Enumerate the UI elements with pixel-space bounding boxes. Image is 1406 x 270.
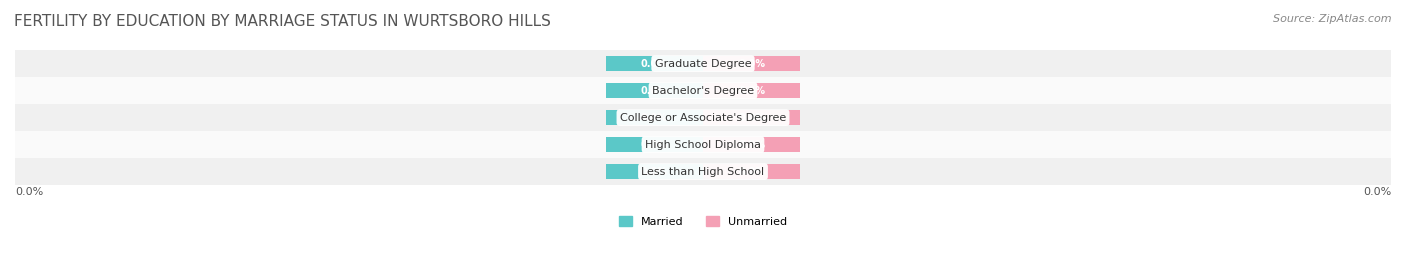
Bar	[703, 137, 800, 152]
Bar	[606, 56, 703, 71]
Text: 0.0%: 0.0%	[1362, 187, 1391, 197]
Bar	[606, 83, 703, 98]
Text: 0.0%: 0.0%	[738, 86, 765, 96]
Text: Source: ZipAtlas.com: Source: ZipAtlas.com	[1274, 14, 1392, 23]
Text: Less than High School: Less than High School	[641, 167, 765, 177]
Text: Graduate Degree: Graduate Degree	[655, 59, 751, 69]
Bar	[15, 104, 1391, 131]
Text: 0.0%: 0.0%	[15, 187, 44, 197]
Bar	[15, 131, 1391, 158]
Bar	[15, 50, 1391, 77]
Bar	[703, 110, 800, 125]
Text: 0.0%: 0.0%	[738, 59, 765, 69]
Text: 0.0%: 0.0%	[738, 140, 765, 150]
Text: Bachelor's Degree: Bachelor's Degree	[652, 86, 754, 96]
Text: 0.0%: 0.0%	[641, 140, 668, 150]
Bar	[606, 164, 703, 179]
Bar	[703, 164, 800, 179]
Bar	[15, 158, 1391, 185]
Text: 0.0%: 0.0%	[738, 113, 765, 123]
Text: 0.0%: 0.0%	[641, 59, 668, 69]
Text: College or Associate's Degree: College or Associate's Degree	[620, 113, 786, 123]
Text: High School Diploma: High School Diploma	[645, 140, 761, 150]
Text: 0.0%: 0.0%	[641, 167, 668, 177]
Text: 0.0%: 0.0%	[641, 113, 668, 123]
Bar	[606, 137, 703, 152]
Legend: Married, Unmarried: Married, Unmarried	[614, 212, 792, 231]
Text: FERTILITY BY EDUCATION BY MARRIAGE STATUS IN WURTSBORO HILLS: FERTILITY BY EDUCATION BY MARRIAGE STATU…	[14, 14, 551, 29]
Text: 0.0%: 0.0%	[738, 167, 765, 177]
Text: 0.0%: 0.0%	[641, 86, 668, 96]
Bar	[703, 56, 800, 71]
Bar	[606, 110, 703, 125]
Bar	[703, 83, 800, 98]
Bar	[15, 77, 1391, 104]
